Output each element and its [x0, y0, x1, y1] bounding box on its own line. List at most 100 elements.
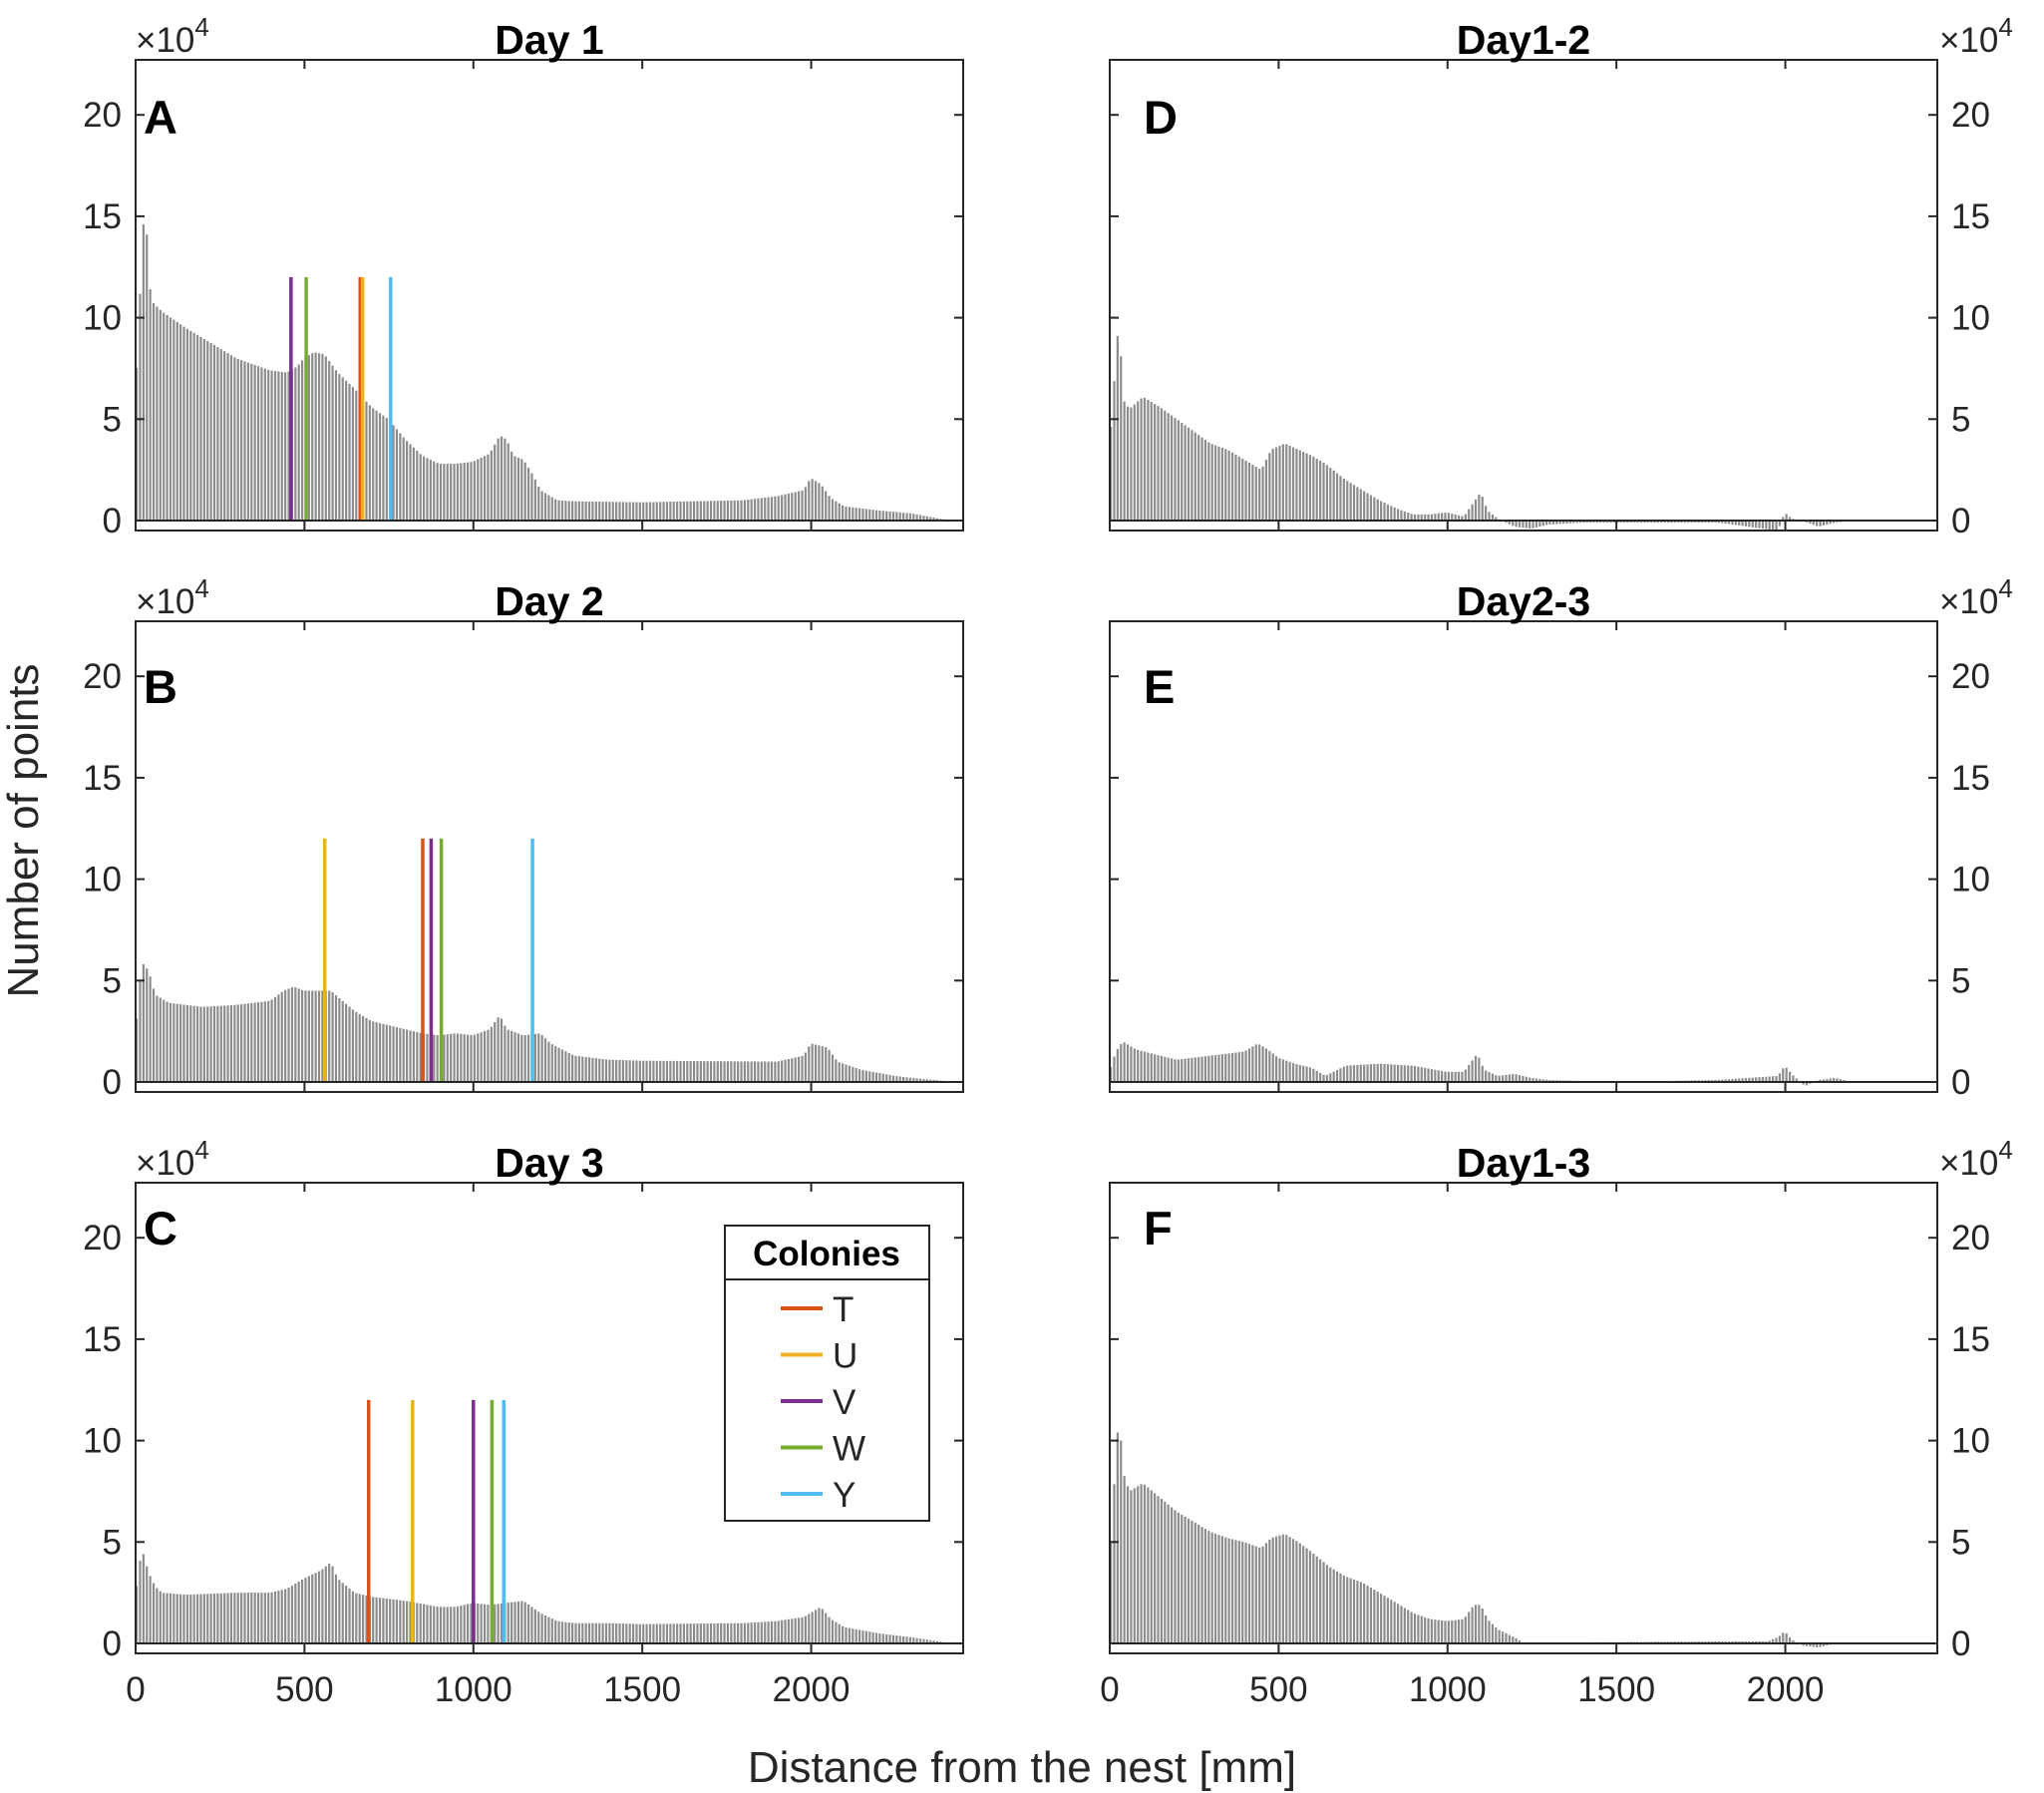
- panel-e-bar: [1281, 1059, 1284, 1082]
- panel-c-bar: [497, 1604, 500, 1643]
- panel-a-bar: [821, 486, 824, 521]
- panel-f-bar: [1254, 1546, 1257, 1643]
- panel-f-bar: [1295, 1541, 1298, 1643]
- panel-d-bar: [1788, 517, 1792, 521]
- panel-c-bar: [615, 1622, 618, 1643]
- panel-a-bar: [301, 360, 304, 521]
- panel-d-bar: [1342, 478, 1345, 521]
- panel-e-bar: [1727, 1079, 1731, 1082]
- panel-b-bar: [229, 1005, 233, 1082]
- panel-e-bar: [1788, 1071, 1792, 1082]
- panel-f-bar: [1210, 1532, 1213, 1643]
- panel-c-bar: [321, 1569, 324, 1643]
- panel-a-bar: [139, 293, 142, 521]
- panel-b-bar: [473, 1034, 476, 1082]
- panel-a-bar: [587, 501, 591, 521]
- panel-f-bar: [1191, 1520, 1193, 1643]
- panel-f-bar: [1234, 1540, 1237, 1643]
- panel-a-bar: [726, 500, 730, 521]
- panel-d-bar: [1143, 397, 1147, 521]
- panel-b-frame: [135, 620, 964, 1093]
- panel-d-bar: [1420, 514, 1423, 521]
- panel-a-bar: [273, 371, 277, 521]
- panel-b-bar: [831, 1054, 835, 1082]
- panel-b-bar: [692, 1061, 696, 1082]
- panel-f-bar: [1160, 1498, 1164, 1643]
- panel-d-bar: [1329, 468, 1332, 521]
- panel-f-bar: [1515, 1637, 1518, 1643]
- panel-c-ytick-label: 0: [103, 1624, 122, 1663]
- panel-e-bar: [1275, 1056, 1278, 1082]
- panel-d-bar: [1147, 399, 1150, 521]
- panel-d-bar: [1508, 521, 1511, 525]
- panel-b-bar: [922, 1078, 925, 1082]
- panel-f-bar: [1434, 1619, 1437, 1643]
- panel-a-bar: [560, 500, 564, 521]
- panel-f-bar: [1278, 1535, 1281, 1643]
- panel-a-bar: [136, 367, 139, 521]
- panel-a-bar: [260, 367, 263, 521]
- panel-b-bar: [358, 1013, 361, 1082]
- panel-f-bar: [1203, 1529, 1207, 1643]
- panel-e-bar: [1261, 1046, 1264, 1082]
- panel-e-bar: [1230, 1052, 1234, 1082]
- panel-a-bar: [935, 518, 939, 521]
- panel-c-bar: [460, 1606, 463, 1643]
- panel-c-bar: [594, 1622, 597, 1643]
- panel-a-bar: [497, 438, 500, 521]
- panel-f-bar: [1390, 1600, 1393, 1643]
- panel-e-frame: [1109, 620, 1938, 1093]
- panel-b-bar: [392, 1026, 395, 1082]
- panel-c-bar: [500, 1603, 504, 1643]
- panel-c-bar: [416, 1603, 419, 1643]
- panel-a-bar: [277, 371, 280, 521]
- panel-f-bar: [1207, 1531, 1210, 1643]
- panel-b-bar: [608, 1059, 611, 1082]
- panel-f-xtick-label: 1500: [1577, 1670, 1655, 1709]
- panel-d-bar: [1468, 509, 1471, 521]
- panel-c-bar: [355, 1593, 358, 1643]
- panel-e-bar: [1518, 1075, 1522, 1082]
- panel-c-bar: [324, 1566, 327, 1643]
- panel-f-bar: [1349, 1578, 1352, 1643]
- panel-c-bar: [450, 1607, 453, 1643]
- panel-d-bar: [1376, 499, 1379, 521]
- panel-b-bar: [142, 964, 145, 1082]
- panel-a-bar: [692, 501, 696, 521]
- panel-b-bar: [219, 1005, 222, 1082]
- panel-d-bar: [1707, 521, 1710, 524]
- panel-a-bar: [146, 234, 149, 521]
- panel-a-bar: [747, 500, 750, 521]
- panel-b-bar: [273, 996, 277, 1082]
- panel-f-bar: [1174, 1510, 1177, 1643]
- panel-a-bar: [932, 518, 935, 521]
- panel-f-bar: [1120, 1440, 1123, 1643]
- panel-d-bar: [1332, 470, 1335, 521]
- panel-d-bar: [1561, 521, 1565, 525]
- panel-e-bar: [1758, 1077, 1761, 1082]
- panel-e-bar: [1538, 1078, 1541, 1082]
- panel-d-bar: [1164, 410, 1167, 521]
- panel-a-bar: [564, 501, 567, 521]
- panel-a-bar: [202, 338, 205, 521]
- panel-f-bar: [1258, 1547, 1261, 1643]
- panel-b-bar: [246, 1003, 249, 1082]
- panel-c-bar: [642, 1623, 645, 1643]
- panel-c-bar: [439, 1607, 443, 1643]
- panel-b-bar: [212, 1006, 216, 1082]
- panel-a-bar: [263, 368, 266, 521]
- panel-a-bar: [645, 502, 648, 521]
- panel-c-bar: [273, 1591, 277, 1643]
- panel-c-bar: [209, 1594, 212, 1643]
- panel-c-bar: [422, 1604, 426, 1643]
- panel-c-bar: [604, 1622, 608, 1643]
- panel-e-bar: [1508, 1074, 1511, 1082]
- panel-c-bar: [419, 1604, 422, 1643]
- panel-f-bar: [1167, 1504, 1170, 1643]
- panel-a-bar: [280, 371, 283, 521]
- panel-d-bar: [1636, 521, 1639, 524]
- panel-e-bar: [1471, 1060, 1474, 1082]
- panel-e-bar: [1529, 1077, 1532, 1082]
- panel-c-bar: [307, 1576, 310, 1643]
- panel-c-bar: [743, 1622, 746, 1643]
